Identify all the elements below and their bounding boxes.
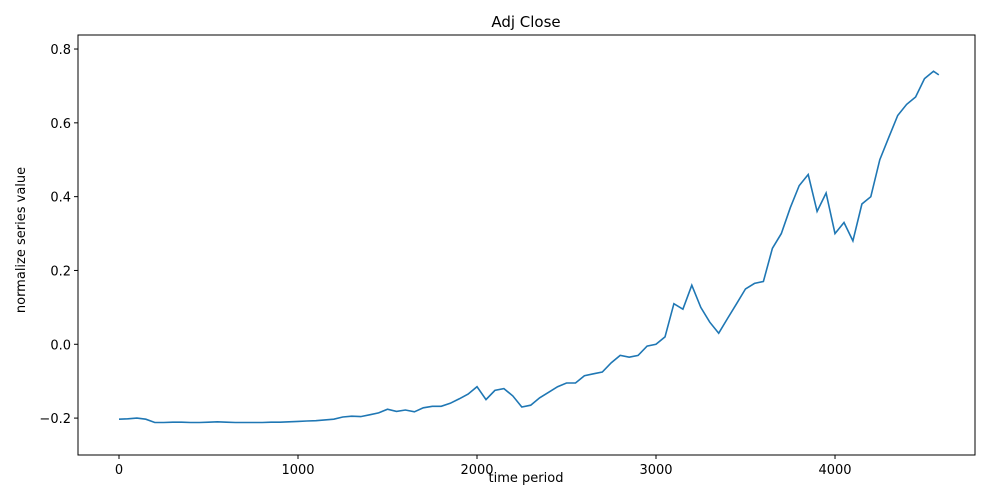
plot-frame bbox=[77, 34, 976, 456]
x-tick-label: 3000 bbox=[639, 463, 672, 478]
x-tick-label: 1000 bbox=[281, 463, 314, 478]
data-line bbox=[118, 70, 940, 424]
y-tick-label: 0.4 bbox=[50, 191, 71, 206]
y-tick-label: −0.2 bbox=[39, 412, 71, 427]
x-axis-label: time period bbox=[489, 471, 564, 486]
y-axis-label: normalize series value bbox=[14, 167, 29, 313]
y-tick-label: 0.0 bbox=[50, 338, 71, 353]
y-tick-label: 0.2 bbox=[50, 264, 71, 279]
x-tick-label: 2000 bbox=[460, 463, 493, 478]
x-tick-label: 0 bbox=[115, 463, 123, 478]
y-tick-label: 0.6 bbox=[50, 117, 71, 132]
y-tick-label: 0.8 bbox=[50, 43, 71, 58]
chart-title: Adj Close bbox=[491, 13, 560, 31]
x-tick-label: 4000 bbox=[818, 463, 851, 478]
